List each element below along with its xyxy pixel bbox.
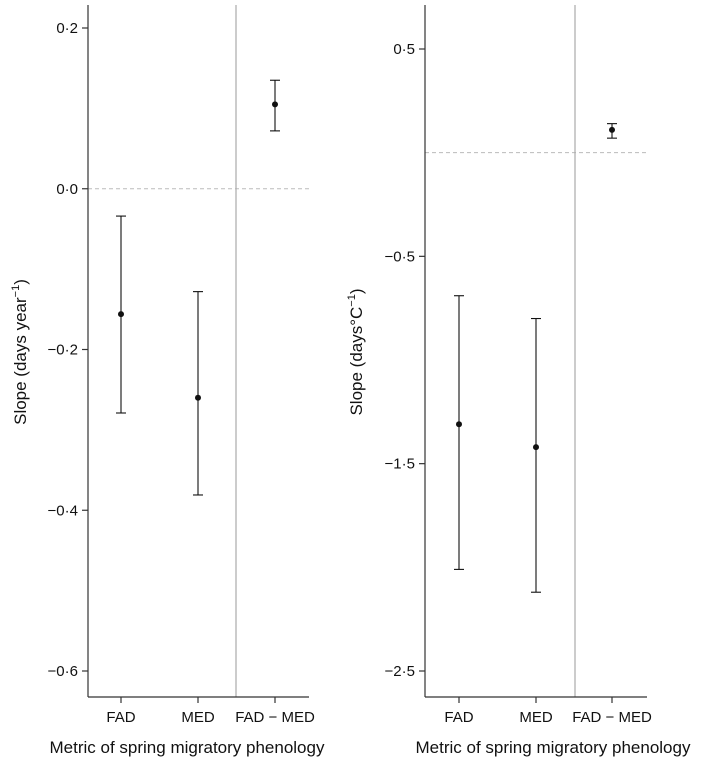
x-tick-label: MED [519, 709, 553, 726]
y-axis-title-superscript: −1 [10, 285, 22, 298]
y-tick-label: 0·5 [393, 41, 415, 58]
x-tick-label: MED [181, 709, 215, 726]
y-tick-label: −0·6 [48, 663, 78, 680]
estimate-point [118, 311, 124, 318]
left-panel: 0·2 0·0 −0·2 −0·4 −0·6 FAD MED FAD − MED Metric … [10, 5, 325, 757]
y-axis-title-superscript: −1 [346, 294, 358, 307]
y-tick-label: −2·5 [385, 663, 415, 680]
y-tick-label: −0·4 [48, 502, 78, 519]
x-tick-label: FAD − MED [572, 709, 652, 726]
x-tick-label: FAD [444, 709, 473, 726]
y-axis-title-main: Slope (days year [11, 297, 30, 425]
y-tick-label: −0·2 [48, 342, 78, 359]
x-tick-label: FAD [106, 709, 135, 726]
x-tick-label: FAD − MED [235, 709, 315, 726]
x-axis-title: Metric of spring migratory phenology [416, 738, 691, 757]
y-axis-title-tail: ) [11, 279, 30, 285]
y-axis-title-tail: ) [347, 288, 366, 294]
y-tick-label: −0·5 [385, 248, 415, 265]
x-axis-title: Metric of spring migratory phenology [50, 738, 325, 757]
y-axis-title-main: Slope (days°C [347, 307, 366, 416]
estimate-point [609, 126, 615, 133]
y-tick-label: 0·2 [56, 20, 78, 37]
y-axis-title: Slope (days°C−1) [346, 288, 366, 415]
y-tick-label: −1·5 [385, 456, 415, 473]
estimate-point [272, 101, 278, 108]
y-axis-title: Slope (days year−1) [10, 279, 30, 425]
estimate-point [533, 444, 539, 451]
y-tick-label: 0·0 [56, 181, 78, 198]
right-panel: 0·5 −0·5 −1·5 −2·5 FAD MED FAD − MED Metric of … [346, 5, 691, 757]
estimate-point [456, 421, 462, 428]
estimate-point [195, 394, 201, 401]
